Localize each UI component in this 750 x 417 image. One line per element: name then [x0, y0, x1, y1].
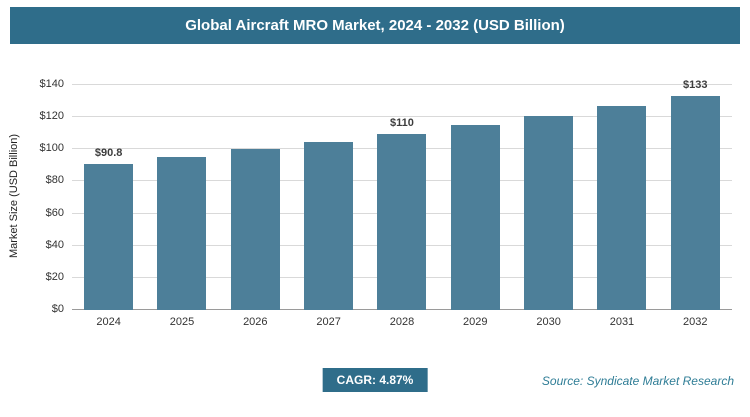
bar-2030 — [524, 115, 574, 310]
y-axis-label: Market Size (USD Billion) — [8, 133, 20, 259]
bar-2027 — [304, 141, 354, 310]
bar-slot-2030 — [524, 85, 574, 310]
bar-value-label-2028: $110 — [390, 116, 414, 129]
x-tick-label-2031: 2031 — [609, 316, 635, 328]
bar-slot-2026 — [230, 85, 280, 310]
bar-value-label-2024: $90.8 — [94, 147, 123, 160]
chart-title: Global Aircraft MRO Market, 2024 - 2032 … — [185, 17, 565, 34]
bar-slot-2032: $133 — [670, 79, 720, 310]
x-tick-label-2027: 2027 — [316, 316, 341, 328]
y-tick-label: $120 — [39, 110, 64, 123]
y-tick-label: $20 — [45, 270, 64, 283]
gridline: $120 — [40, 110, 732, 122]
x-tick-label-2025: 2025 — [169, 316, 195, 328]
bar-slot-2024: $90.8 — [84, 85, 134, 310]
bar-slot-2028: $110 — [377, 85, 427, 310]
y-tick-label: $40 — [45, 238, 64, 251]
bar-2032: $133 — [670, 79, 720, 310]
cagr-badge: CAGR: 4.87% — [322, 368, 428, 392]
x-tick-label-2026: 2026 — [243, 316, 268, 328]
bar-value-label-2032: $133 — [683, 79, 708, 92]
bar-slot-2031 — [597, 85, 647, 310]
y-tick-label: $100 — [39, 142, 64, 155]
y-tick-label: $80 — [45, 174, 64, 187]
y-tick-label: $0 — [51, 303, 64, 315]
bar-2028: $110 — [377, 117, 427, 310]
x-tick-label-2032: 2032 — [683, 316, 708, 328]
bar-2024: $90.8 — [84, 147, 134, 310]
bar-2031 — [597, 106, 647, 310]
x-tick-label-2024: 2024 — [96, 316, 121, 328]
bar-2026 — [230, 149, 280, 310]
bar-slot-2029 — [450, 85, 500, 310]
y-tick-label: $140 — [39, 78, 64, 90]
y-tick-label: $60 — [45, 206, 64, 219]
x-axis-labels: 2024 2025 2026 2027 2028 2029 2030 2031 2032 — [72, 316, 732, 328]
bar-slot-2025 — [157, 85, 207, 310]
x-tick-label-2030: 2030 — [536, 316, 561, 328]
plot-area: $0 $20 $40 $60 $80 $100 $120 $140 $90.8 $110 $133 — [40, 78, 732, 315]
gridline: $140 — [40, 78, 732, 90]
bar-2025 — [157, 157, 207, 310]
bars-layer: $90.8 $110 $133 — [72, 79, 732, 310]
x-tick-label-2028: 2028 — [389, 316, 415, 328]
x-tick-label-2029: 2029 — [463, 316, 488, 328]
chart-title-bar: Global Aircraft MRO Market, 2024 - 2032 … — [10, 7, 740, 44]
bar-slot-2027 — [304, 85, 354, 310]
source-attribution: Source: Syndicate Market Research — [541, 374, 734, 388]
bar-2029 — [450, 124, 500, 310]
